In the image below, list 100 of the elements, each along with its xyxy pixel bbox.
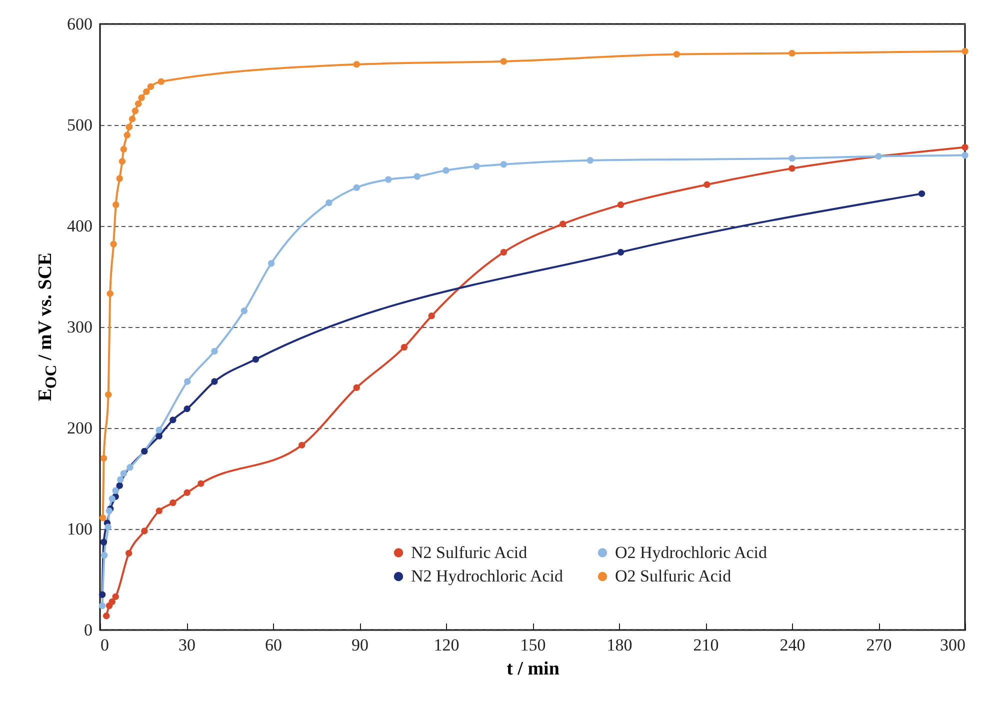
y-tick-label: 400 <box>67 216 92 236</box>
x-tick-label: 240 <box>780 636 806 654</box>
point <box>156 432 162 440</box>
point <box>400 344 408 351</box>
point <box>112 201 120 208</box>
point <box>384 176 392 183</box>
x-tick-label: 150 <box>520 636 546 654</box>
point <box>120 146 127 153</box>
point <box>473 163 480 170</box>
point <box>918 190 926 198</box>
point <box>112 487 119 494</box>
point <box>126 464 134 471</box>
point <box>116 482 123 489</box>
point <box>141 528 148 534</box>
point <box>117 476 124 483</box>
point <box>240 307 248 314</box>
point <box>252 356 260 363</box>
point <box>110 240 117 248</box>
point <box>184 405 190 412</box>
legend-label: O2 Sulfuric Acid <box>615 566 732 586</box>
point <box>156 426 162 434</box>
x-tick-label: 180 <box>606 636 632 654</box>
point <box>124 132 130 138</box>
point <box>116 175 123 182</box>
x-tick-label: 300 <box>940 636 966 654</box>
point <box>211 348 218 355</box>
point <box>298 442 306 449</box>
point <box>108 495 116 502</box>
y-tick-label: 500 <box>67 116 92 134</box>
point <box>98 591 106 598</box>
point <box>143 88 150 96</box>
point <box>106 290 114 298</box>
point <box>962 152 968 159</box>
y-tick-label: 600 <box>67 14 92 34</box>
point <box>138 94 145 102</box>
point <box>170 499 176 506</box>
point <box>198 480 204 487</box>
point <box>128 116 136 122</box>
point <box>126 124 132 130</box>
point <box>788 50 796 57</box>
point <box>353 184 360 191</box>
point <box>100 552 108 559</box>
legend-label: N2 Sulfuric Acid <box>411 542 528 562</box>
point <box>211 378 218 385</box>
x-tick-label: 120 <box>434 636 460 654</box>
point <box>118 158 126 165</box>
point <box>100 538 108 546</box>
point <box>170 416 176 424</box>
x-tick-label: 90 <box>352 636 368 654</box>
point <box>141 448 148 455</box>
point <box>184 489 190 496</box>
point <box>102 612 110 620</box>
point <box>442 167 450 174</box>
y-tick-label: 200 <box>67 418 92 438</box>
point <box>617 201 624 208</box>
point <box>184 378 191 385</box>
x-tick-label: 270 <box>866 636 892 654</box>
y-tick-label: 100 <box>67 520 92 538</box>
point <box>353 61 360 68</box>
legend-label: N2 Hydrochloric Acid <box>411 566 564 586</box>
point <box>120 470 127 477</box>
point <box>100 454 108 462</box>
point <box>104 524 112 530</box>
point <box>788 165 796 172</box>
point <box>100 514 106 522</box>
point <box>673 50 680 58</box>
point <box>147 83 154 90</box>
point <box>875 152 882 160</box>
y-tick-label: 0 <box>84 620 92 640</box>
point <box>617 248 624 256</box>
x-tick-label: 0 <box>100 636 109 654</box>
point <box>132 108 139 114</box>
point <box>156 507 162 514</box>
point <box>559 220 566 228</box>
x-tick-label: 30 <box>178 636 196 654</box>
point <box>268 260 275 267</box>
point <box>326 199 332 206</box>
point <box>500 248 508 256</box>
x-tick-label: 60 <box>265 636 282 654</box>
point <box>428 312 435 320</box>
point <box>353 384 360 391</box>
point <box>962 48 968 55</box>
point <box>788 154 796 162</box>
y-tick-label: 300 <box>67 318 92 336</box>
legend-label: O2 Hydrochloric Acid <box>615 542 768 562</box>
point <box>108 598 116 606</box>
point <box>586 157 594 164</box>
point <box>134 100 142 108</box>
point <box>500 58 508 65</box>
point <box>414 173 421 180</box>
point <box>98 602 106 610</box>
point <box>962 144 968 151</box>
point <box>500 161 508 168</box>
point <box>112 593 119 600</box>
point <box>125 550 132 557</box>
point <box>105 391 112 398</box>
point <box>704 181 710 188</box>
point <box>158 78 164 85</box>
x-axis-title: t / min <box>506 658 560 680</box>
x-tick-label: 210 <box>693 636 719 654</box>
